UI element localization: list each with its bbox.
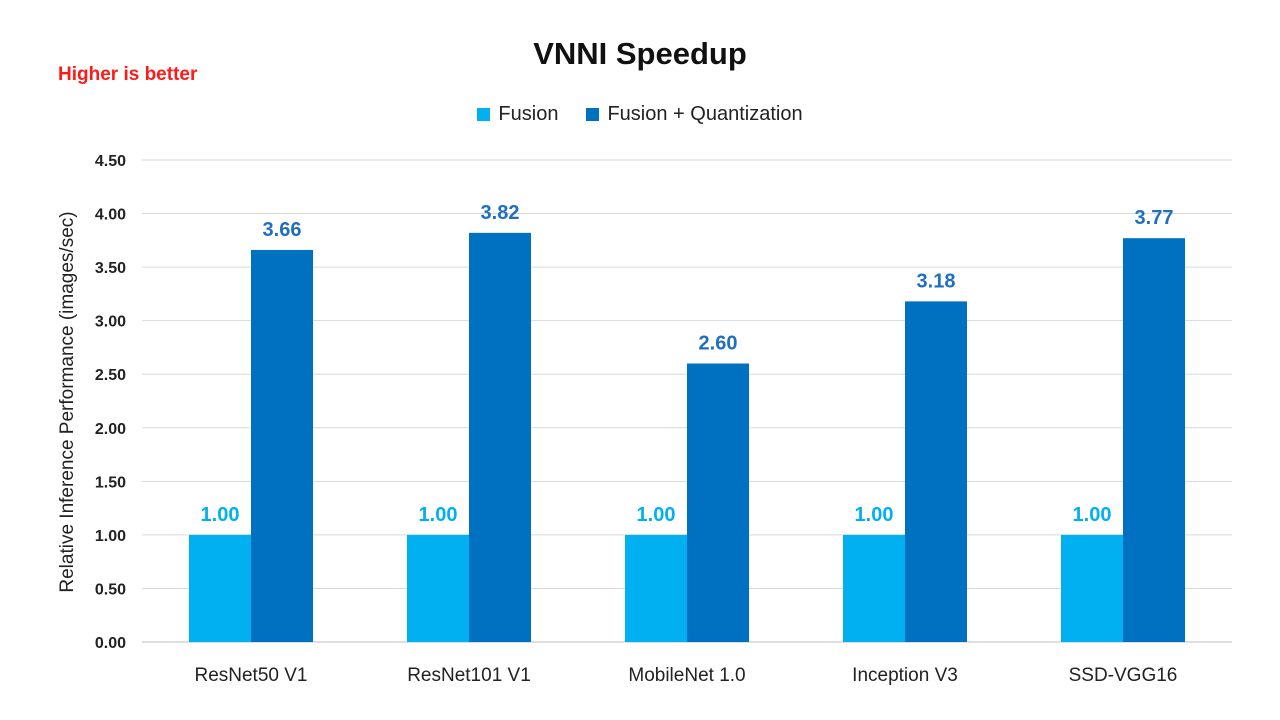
data-label: 3.82: [481, 202, 520, 224]
y-tick-label: 2.50: [95, 367, 126, 384]
chart-legend: Fusion Fusion + Quantization: [0, 103, 1280, 126]
x-tick-label: SSD-VGG16: [1069, 665, 1178, 686]
bar: [687, 363, 749, 642]
data-label: 2.60: [699, 333, 738, 355]
data-label: 1.00: [1073, 504, 1112, 526]
y-tick-label: 4.50: [95, 153, 126, 170]
data-label: 3.77: [1135, 207, 1174, 229]
x-tick-label: ResNet101 V1: [407, 665, 531, 686]
y-axis-label: Relative Inference Performance (images/s…: [57, 211, 78, 592]
bar: [1061, 534, 1123, 642]
x-axis-labels: ResNet50 V1 ResNet101 V1 MobileNet 1.0 Ince…: [194, 665, 1177, 686]
y-tick-label: 1.50: [95, 474, 126, 491]
data-label: 3.66: [263, 219, 302, 241]
x-tick-label: MobileNet 1.0: [628, 665, 745, 686]
y-tick-label: 3.50: [95, 260, 126, 277]
legend-swatch-fusion: [477, 108, 491, 121]
bar: [189, 534, 251, 642]
y-tick-label: 3.00: [95, 314, 126, 331]
y-tick-label: 1.00: [95, 528, 126, 545]
higher-is-better-note: Higher is better: [58, 64, 198, 85]
bar: [251, 249, 313, 642]
bar: [625, 534, 687, 642]
y-tick-label: 0.00: [95, 635, 126, 652]
bar: [843, 534, 905, 642]
y-tick-label: 0.50: [95, 581, 126, 598]
bar: [905, 301, 967, 642]
x-tick-label: ResNet50 V1: [194, 665, 307, 686]
y-tick-label: 2.00: [95, 421, 126, 438]
x-tick-label: Inception V3: [852, 665, 958, 686]
y-axis-ticks: 0.00 0.50 1.00 1.50 2.00 2.50 3.00 3.50 4.00 4.50: [95, 153, 126, 652]
chart-title: VNNI Speedup: [533, 36, 747, 71]
bar: [1123, 238, 1185, 643]
value-labels: 1.00 3.66 1.00 3.82 1.00 2.60 1.00 3.18 1.00 3.77: [201, 202, 1174, 526]
legend-swatch-fusion-quantization: [586, 108, 600, 121]
data-label: 1.00: [201, 504, 240, 526]
data-label: 1.00: [855, 504, 894, 526]
y-tick-label: 4.00: [95, 207, 126, 224]
bar: [407, 534, 469, 642]
legend-label-fusion-quantization: Fusion + Quantization: [607, 103, 803, 125]
data-label: 1.00: [637, 504, 676, 526]
legend-label-fusion: Fusion: [498, 103, 559, 125]
bar: [469, 232, 531, 642]
bars: [189, 232, 1185, 643]
data-label: 1.00: [419, 504, 458, 526]
legend-item-fusion: Fusion: [477, 103, 558, 126]
legend-item-fusion-quantization: Fusion + Quantization: [586, 103, 803, 126]
data-label: 3.18: [917, 270, 956, 292]
